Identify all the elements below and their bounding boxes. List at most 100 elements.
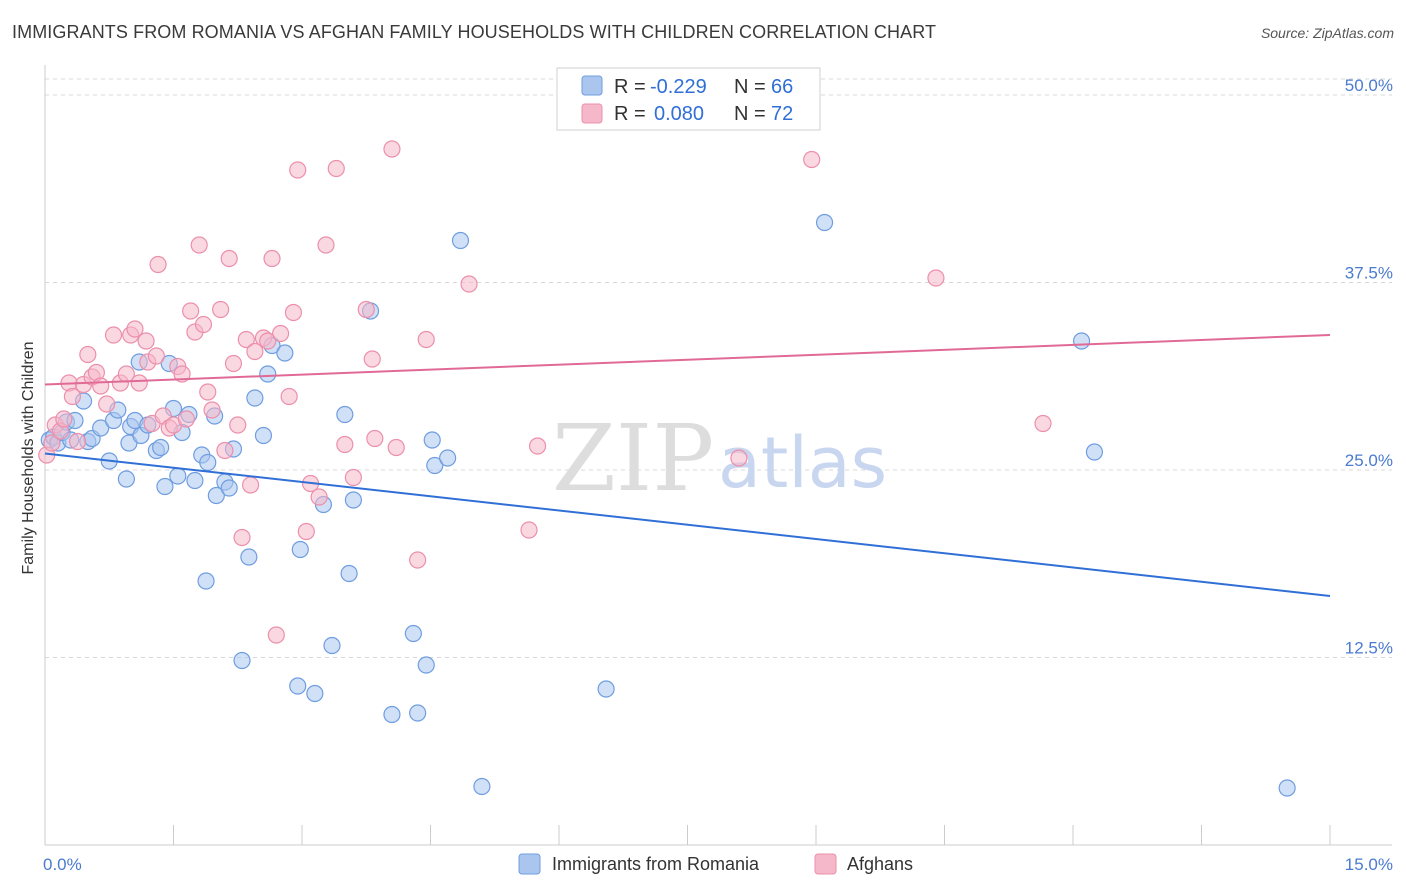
afghans-point [417, 330, 435, 349]
romania-point [92, 419, 110, 437]
afghans-point [280, 387, 298, 406]
romania-point [254, 426, 273, 445]
afghans-point [297, 522, 315, 541]
gridlines [45, 78, 1392, 658]
x-tick-labels: 0.0% 15.0% [43, 855, 1393, 874]
source-note: Source: ZipAtlas.com [1260, 25, 1394, 41]
afghans-point [1034, 414, 1052, 433]
afghans-point [267, 626, 285, 644]
afghans-point [130, 374, 148, 392]
afghans-point [173, 365, 191, 383]
legend-n-value-romania: 66 [771, 76, 793, 98]
afghans-point [224, 354, 243, 373]
romania-point [439, 449, 457, 467]
afghans-point [383, 140, 401, 158]
afghans-point [137, 332, 155, 350]
romania-point [233, 651, 251, 670]
romania-point [152, 438, 170, 457]
afghans-point [43, 434, 61, 452]
afghans-point [182, 302, 200, 320]
afghans-point [92, 377, 110, 395]
bottom-legend-swatch-afghans [814, 853, 837, 875]
romania-point [1072, 332, 1091, 350]
romania-point [156, 477, 174, 496]
x-tick-label: 15.0% [1345, 855, 1393, 874]
afghans-point [177, 410, 195, 428]
afghans-point [220, 249, 238, 268]
y-tick-labels: 12.5% 25.0% 37.5% 50.0% [1345, 76, 1393, 658]
afghans-point [212, 300, 230, 319]
afghans-point [79, 345, 97, 364]
romania-point [246, 389, 264, 407]
afghans-point [229, 416, 247, 434]
afghans-point [327, 159, 345, 178]
bottom-legend-label-afghans: Afghans [847, 854, 913, 874]
afghans-point [199, 383, 217, 401]
afghans-point [409, 551, 427, 569]
romania-point [404, 624, 422, 643]
afghans-point [387, 438, 405, 457]
trend-line-afghans [44, 334, 1331, 386]
legend-r-value-romania: -0.229 [650, 76, 707, 98]
chart-title: IMMIGRANTS FROM ROMANIA VS AFGHAN FAMILY… [12, 22, 937, 42]
romania-point [291, 540, 309, 559]
legend-n-label-afghans: N = [734, 103, 766, 125]
afghans-point [310, 488, 328, 506]
afghans-point [246, 342, 264, 361]
afghans-point [194, 315, 213, 334]
legend-swatch-romania [581, 75, 603, 96]
watermark-atlas: atlas [718, 422, 887, 504]
afghans-point [520, 521, 538, 539]
y-tick-label: 37.5% [1345, 264, 1393, 283]
romania-point [417, 656, 435, 674]
romania-point [426, 456, 444, 475]
y-axis-label: Family Households with Children [20, 342, 37, 575]
afghans-point [55, 410, 73, 428]
romania-point [197, 572, 215, 590]
afghans-point [927, 269, 945, 287]
legend-swatch-afghans [581, 103, 603, 124]
afghans-point [363, 350, 381, 368]
afghans-point [242, 476, 260, 494]
afghans-point [216, 441, 234, 460]
legend-n-label-romania: N = [734, 76, 766, 98]
bottom-legend-label-romania: Immigrants from Romania [552, 854, 760, 874]
afghans-point [366, 429, 384, 448]
afghans-point [357, 300, 375, 319]
afghans-point [336, 435, 354, 454]
romania-point [199, 453, 217, 472]
trend-lines [44, 334, 1331, 597]
legend-r-value-afghans: 0.080 [654, 103, 704, 125]
stats-legend: R = -0.229 N = 66 R = 0.080 N = 72 [556, 67, 821, 131]
afghans-point [730, 449, 748, 467]
y-tick-label: 12.5% [1345, 639, 1393, 658]
romania-point [117, 470, 135, 488]
romania-point [1278, 779, 1296, 797]
romania-point [306, 684, 324, 703]
romania-point [423, 431, 441, 449]
series-afghans-points [38, 140, 1052, 644]
romania-point [344, 491, 362, 509]
romania-point [186, 471, 204, 490]
x-tick-label: 0.0% [43, 855, 82, 874]
romania-point [259, 365, 277, 383]
afghans-point [68, 432, 87, 451]
afghans-point [104, 326, 123, 344]
legend-r-label-afghans: R = [614, 103, 646, 125]
afghans-point [317, 236, 335, 254]
afghans-point [98, 395, 116, 413]
romania-point [1085, 443, 1104, 461]
romania-point [473, 777, 491, 796]
afghans-point [271, 324, 290, 343]
romania-point [240, 548, 258, 566]
watermark-zip: ZIP [552, 405, 714, 512]
afghans-point [126, 320, 144, 338]
afghans-point [63, 387, 82, 406]
series-legend: Immigrants from Romania Afghans [518, 853, 913, 875]
afghans-point [460, 275, 478, 293]
afghans-point [233, 528, 251, 547]
romania-point [207, 486, 225, 505]
romania-point [323, 636, 341, 655]
romania-point [336, 405, 354, 424]
